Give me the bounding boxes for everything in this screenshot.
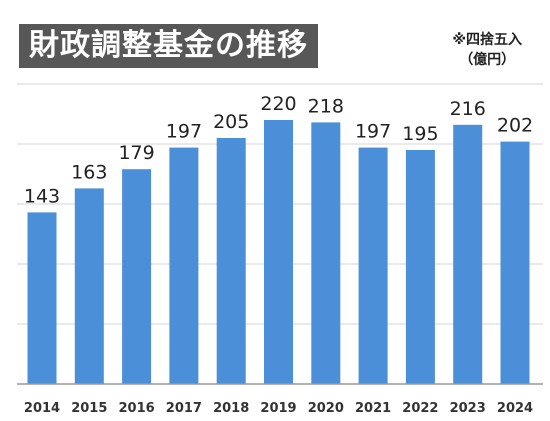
x-tick-label-2022: 2022 (402, 401, 438, 416)
bar-2014 (27, 212, 57, 384)
value-label-2024: 202 (497, 115, 533, 137)
note-unit: （億円） (459, 52, 516, 68)
bar-2015 (74, 188, 104, 384)
value-label-2019: 220 (260, 93, 296, 115)
value-label-2022: 195 (402, 123, 438, 145)
value-label-2020: 218 (308, 95, 344, 117)
x-tick-label-2018: 2018 (213, 401, 249, 416)
x-tick-label-2016: 2016 (119, 401, 155, 416)
x-tick-label-2015: 2015 (71, 401, 107, 416)
x-tick-label-2024: 2024 (497, 401, 533, 416)
value-label-2023: 216 (450, 98, 486, 120)
x-tick-label-2014: 2014 (24, 401, 60, 416)
value-label-2016: 179 (118, 142, 154, 164)
note-rounding: ※四捨五入 (452, 32, 522, 48)
x-tick-label-2021: 2021 (355, 401, 391, 416)
value-label-2018: 205 (213, 111, 249, 133)
bar-2021 (358, 147, 388, 384)
bar-2023 (453, 124, 483, 385)
bar-2017 (169, 147, 199, 384)
value-label-2015: 163 (71, 161, 107, 183)
unit-note: ※四捨五入 （億円） (452, 30, 522, 70)
bar-2019 (264, 120, 293, 384)
bar-2020 (311, 122, 341, 385)
bar-2022 (405, 150, 435, 384)
bar-2018 (216, 138, 246, 384)
bar-2024 (500, 141, 530, 384)
chart-title: 財政調整基金の推移 (19, 24, 318, 68)
value-label-2017: 197 (166, 121, 202, 143)
x-tick-label-2017: 2017 (166, 401, 202, 416)
value-label-2014: 143 (24, 185, 60, 207)
x-tick-label-2023: 2023 (450, 401, 486, 416)
x-tick-label-2020: 2020 (308, 401, 344, 416)
x-tick-label-2019: 2019 (260, 401, 296, 416)
value-label-2021: 197 (355, 121, 391, 143)
bar-2016 (122, 169, 152, 384)
